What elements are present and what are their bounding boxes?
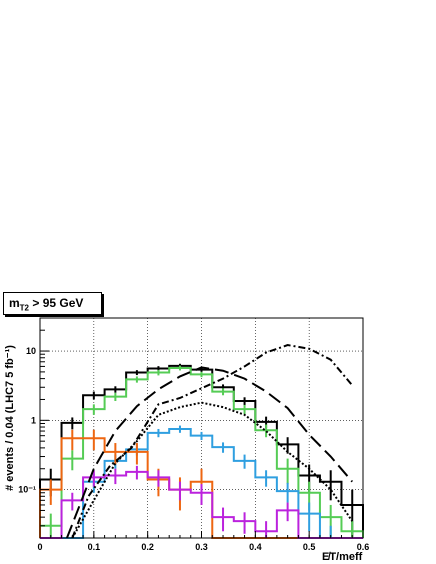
- x-axis-title: E̸T/meff: [322, 551, 363, 563]
- y-tick-label: 10: [26, 346, 36, 356]
- x-tick-label: 0.6: [357, 542, 370, 552]
- x-tick-label: 0.1: [88, 542, 101, 552]
- series-layer: [39, 344, 364, 539]
- histogram-series-0: [39, 364, 364, 538]
- cut-label-rest: > 95 GeV: [29, 296, 84, 310]
- curve-series-6: [71, 344, 353, 539]
- y-axis-title: # events / 0.04 (LHC7 5 fb⁻¹): [4, 345, 16, 491]
- cut-label-box: mT2 > 95 GeV: [3, 292, 102, 315]
- cut-label-subscript: T2: [19, 303, 30, 313]
- x-tick-label: 0.3: [195, 542, 208, 552]
- x-tick-label: 0.4: [249, 542, 262, 552]
- x-tick-label: 0.2: [141, 542, 154, 552]
- x-tick-label: 0.5: [303, 542, 316, 552]
- curve-series-5: [65, 366, 353, 539]
- axes: 0 0.1 0.2 0.3 0.4 0.5 0.6 10⁻¹ 1 10: [18, 317, 370, 552]
- y-tick-label: 1: [31, 415, 36, 425]
- cut-label-var: m: [9, 296, 20, 310]
- curve-series-7: [71, 401, 354, 539]
- y-tick-label: 10⁻¹: [18, 485, 36, 495]
- x-tick-label: 0: [37, 542, 42, 552]
